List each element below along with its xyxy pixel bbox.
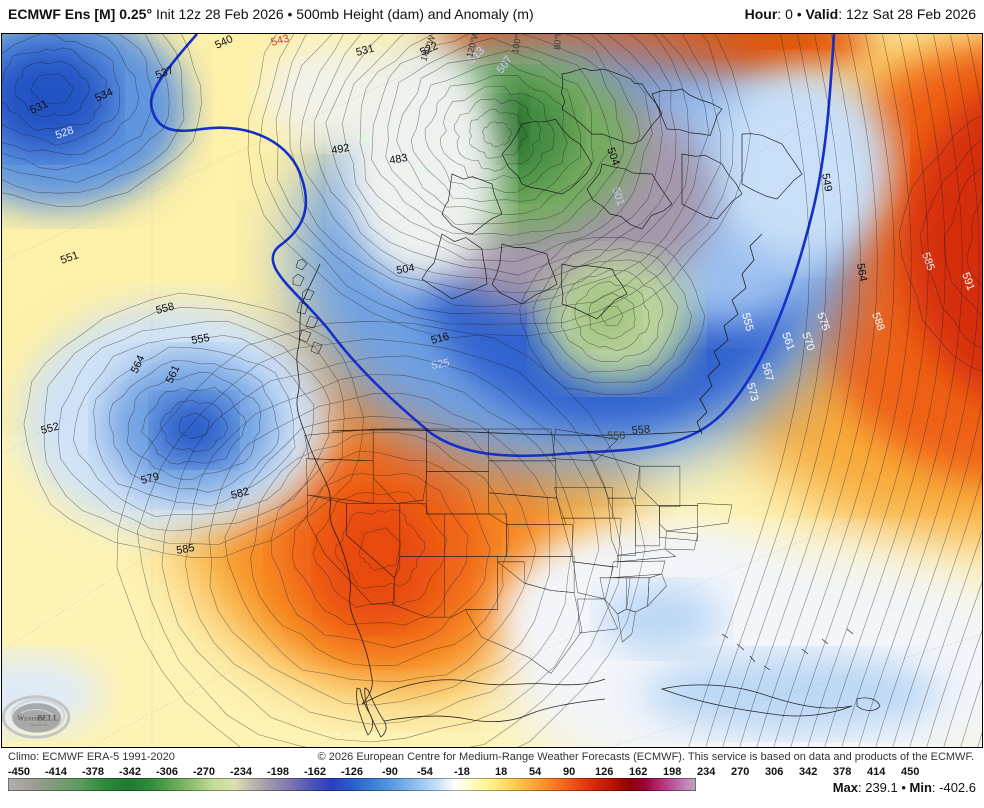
svg-text:Analytics LLC: Analytics LLC	[31, 723, 49, 727]
svg-text:80°W: 80°W	[552, 34, 564, 50]
svg-text:471: 471	[414, 165, 432, 177]
svg-text:558: 558	[607, 430, 625, 442]
svg-text:BELL: BELL	[37, 713, 58, 722]
svg-text:558: 558	[631, 423, 650, 437]
